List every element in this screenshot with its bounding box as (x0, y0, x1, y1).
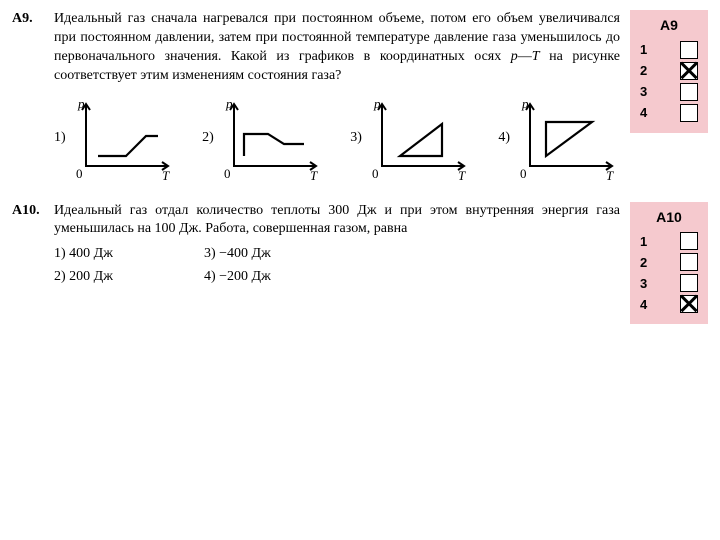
q10-options: 1) 400 Дж 3) −400 Дж 2) 200 Дж 4) −200 Д… (54, 245, 620, 287)
answer-a9-row-3: 3 (636, 83, 702, 101)
graph-1-label: 1) (54, 129, 66, 148)
answer-box-a9: А9 1 2 3 4 (630, 10, 708, 133)
answer-a10-num-2: 2 (640, 254, 647, 272)
graph-3-label: 3) (350, 129, 362, 148)
answer-a9-chk-4[interactable] (680, 104, 698, 122)
graph-1-svg: p 0 T (68, 94, 176, 184)
q10-opt-2: 2) 200 Дж (54, 268, 204, 287)
graph-2: 2) p 0 T (202, 94, 324, 184)
axis-p-label: p (77, 96, 85, 111)
answer-a9-chk-3[interactable] (680, 83, 698, 101)
graph-2-label: 2) (202, 129, 214, 148)
answer-a10-chk-4[interactable] (680, 295, 698, 313)
answer-a10-row-1: 1 (636, 232, 702, 250)
svg-text:T: T (606, 168, 614, 183)
answer-a9-num-3: 3 (640, 83, 647, 101)
q9-graphs: 1) p 0 T 2) p 0 T (54, 94, 620, 184)
question-a10: А10. Идеальный газ отдал количество тепл… (12, 202, 708, 325)
answer-box-a10: А10 1 2 3 4 (630, 202, 708, 325)
q9-body: Идеальный газ сначала нагревался при пос… (54, 10, 630, 184)
svg-text:T: T (310, 168, 318, 183)
answer-a10-chk-1[interactable] (680, 232, 698, 250)
answer-a10-num-1: 1 (640, 233, 647, 251)
svg-text:p: p (521, 96, 529, 111)
q10-opt-3: 3) −400 Дж (204, 245, 354, 264)
svg-text:T: T (458, 168, 466, 183)
question-a9: А9. Идеальный газ сначала нагревался при… (12, 10, 708, 184)
q9-text: Идеальный газ сначала нагревался при пос… (54, 10, 620, 86)
graph-1: 1) p 0 T (54, 94, 176, 184)
answer-a9-chk-2[interactable] (680, 62, 698, 80)
q9-label: А9. (12, 10, 54, 29)
graph-4-svg: p 0 T (512, 94, 620, 184)
answer-a10-row-2: 2 (636, 253, 702, 271)
svg-text:0: 0 (372, 166, 379, 181)
axis-0-label: 0 (76, 166, 83, 181)
answer-a10-row-3: 3 (636, 274, 702, 292)
svg-text:0: 0 (520, 166, 527, 181)
q10-opt-1: 1) 400 Дж (54, 245, 204, 264)
answer-a10-row-4: 4 (636, 295, 702, 313)
answer-a9-num-1: 1 (640, 41, 647, 59)
q10-opt-4: 4) −200 Дж (204, 268, 354, 287)
q10-body: Идеальный газ отдал количество теплоты 3… (54, 202, 630, 288)
q10-label: А10. (12, 202, 54, 221)
svg-text:p: p (225, 96, 233, 111)
svg-text:0: 0 (224, 166, 231, 181)
q10-text: Идеальный газ отдал количество теплоты 3… (54, 202, 620, 240)
answer-a9-row-4: 4 (636, 104, 702, 122)
answer-a10-num-4: 4 (640, 296, 647, 314)
answer-a10-chk-2[interactable] (680, 253, 698, 271)
answer-a9-title: А9 (636, 16, 702, 35)
answer-a9-row-2: 2 (636, 62, 702, 80)
answer-a9-chk-1[interactable] (680, 41, 698, 59)
answer-a10-title: А10 (636, 208, 702, 227)
answer-a9-row-1: 1 (636, 41, 702, 59)
graph-3-svg: p 0 T (364, 94, 472, 184)
graph-3: 3) p 0 T (350, 94, 472, 184)
graph-2-svg: p 0 T (216, 94, 324, 184)
answer-a10-chk-3[interactable] (680, 274, 698, 292)
answer-a9-num-2: 2 (640, 62, 647, 80)
svg-text:p: p (373, 96, 381, 111)
graph-4: 4) p 0 T (498, 94, 620, 184)
answer-a9-num-4: 4 (640, 104, 647, 122)
axis-t-label: T (162, 168, 170, 183)
answer-a10-num-3: 3 (640, 275, 647, 293)
graph-4-label: 4) (498, 129, 510, 148)
